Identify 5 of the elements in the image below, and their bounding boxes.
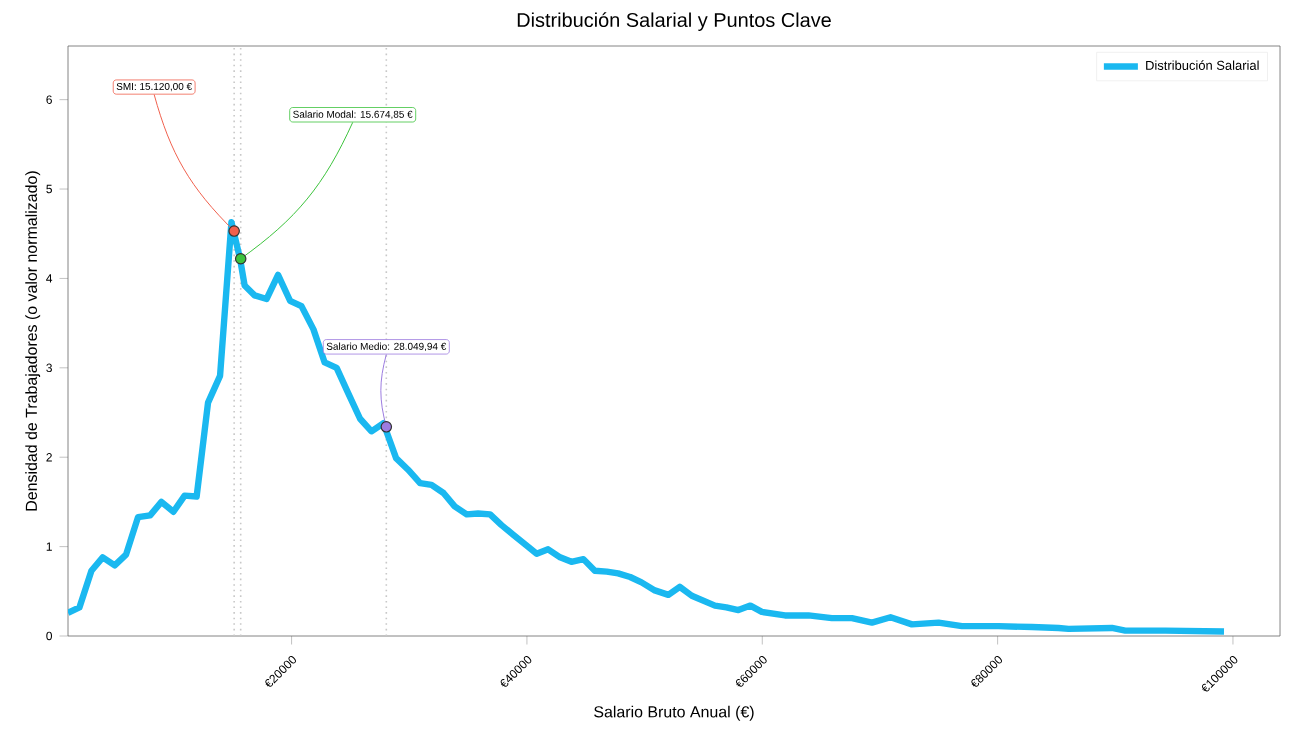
line-series <box>68 218 1228 635</box>
point <box>228 225 240 237</box>
chart-title: Distribución Salarial y Puntos Clave <box>517 12 831 31</box>
point <box>380 421 393 433</box>
point <box>234 252 247 265</box>
